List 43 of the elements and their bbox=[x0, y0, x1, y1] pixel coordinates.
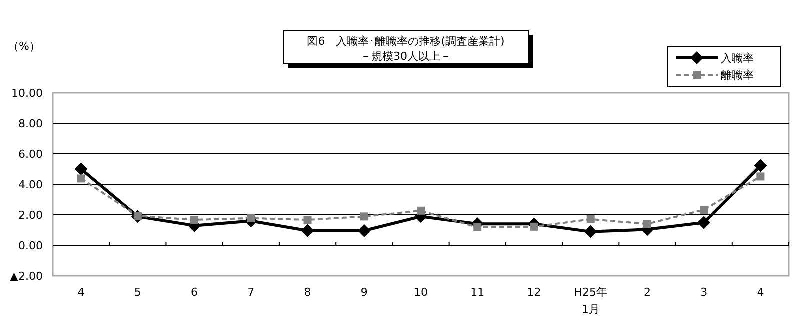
chart-title: 図6 入職率･離職率の推移(調査産業計) bbox=[307, 35, 505, 48]
x-tick-label: 4 bbox=[78, 286, 85, 299]
y-tick-label: 2.00 bbox=[18, 209, 43, 222]
point bbox=[643, 220, 652, 228]
x-tick-label: 9 bbox=[360, 286, 368, 299]
point bbox=[700, 206, 708, 214]
legend-label: 離職率 bbox=[721, 69, 754, 82]
point bbox=[247, 214, 256, 222]
y-tick-label: 6.00 bbox=[18, 148, 43, 161]
x-tick-label: 2 bbox=[644, 286, 651, 299]
y-tick-label: 0.00 bbox=[18, 240, 43, 252]
y-tick-label: 10.00 bbox=[12, 87, 43, 100]
point bbox=[584, 225, 598, 238]
point bbox=[530, 222, 538, 231]
x-tick-label: 12 bbox=[527, 286, 542, 299]
point bbox=[74, 162, 88, 176]
x-tick-label: 7 bbox=[248, 286, 255, 299]
y-tick-label: ▲2.00 bbox=[10, 270, 43, 283]
x-tick-label: H25年 1月 bbox=[574, 286, 608, 316]
x-tick-label: 6 bbox=[191, 286, 198, 299]
x-tick-label: 8 bbox=[304, 286, 312, 299]
point bbox=[301, 224, 314, 238]
point bbox=[698, 216, 711, 230]
point bbox=[77, 174, 86, 183]
point bbox=[190, 216, 199, 224]
chart-subtitle: －規模30人以上－ bbox=[360, 50, 452, 63]
x-tick-label: 11 bbox=[470, 286, 485, 299]
y-tick-label: 4.00 bbox=[18, 178, 43, 192]
point bbox=[474, 224, 482, 232]
y-axis-title: （%） bbox=[8, 40, 40, 53]
x-tick-label: 3 bbox=[700, 286, 708, 299]
point bbox=[304, 216, 312, 224]
legend-label: 入職率 bbox=[721, 52, 754, 65]
point bbox=[358, 224, 371, 238]
point bbox=[417, 206, 425, 215]
point bbox=[756, 172, 765, 181]
x-tick-label: 10 bbox=[414, 286, 428, 299]
x-tick-label: 5 bbox=[134, 286, 142, 299]
point bbox=[586, 215, 595, 224]
point bbox=[754, 159, 768, 172]
point bbox=[360, 212, 368, 221]
x-tick-label: 4 bbox=[757, 286, 764, 299]
y-tick-label: 8.00 bbox=[18, 118, 43, 130]
